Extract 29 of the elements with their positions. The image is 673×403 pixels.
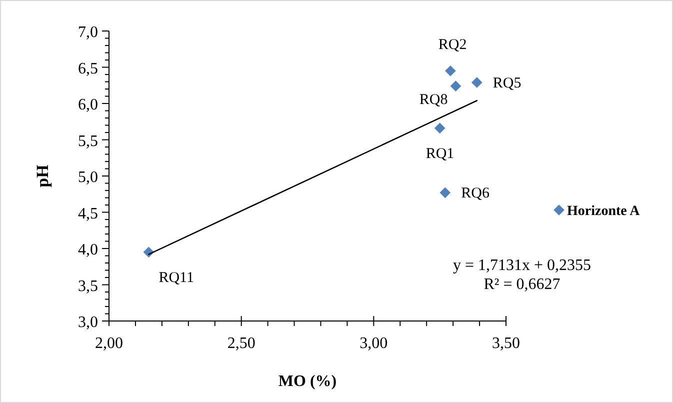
annotation: RQ11 <box>158 270 194 286</box>
point <box>440 187 451 198</box>
annotation: y = 1,7131x + 0,2355 <box>452 257 592 274</box>
x-tick-label: 2,50 <box>227 335 256 352</box>
y-tick-label: 3,5 <box>78 278 98 295</box>
point <box>450 80 462 92</box>
point <box>444 65 456 76</box>
x-tick-label: 3,50 <box>492 335 520 352</box>
y-tick-label: 4,0 <box>78 242 98 258</box>
annotation: RQ6 <box>461 186 490 202</box>
x-axis-title: MO (%) <box>278 373 337 390</box>
annotation: RQ2 <box>438 36 467 53</box>
x-tick-label: 2,00 <box>95 335 123 352</box>
y-tick-label: 5,0 <box>78 169 98 186</box>
point <box>434 122 446 134</box>
annotation: R² = 0,6627 <box>484 276 560 293</box>
annotation: RQ8 <box>419 92 448 108</box>
annotation: RQ5 <box>492 75 522 92</box>
y-tick-label: 5,5 <box>78 132 98 150</box>
x-tick-label: 3,00 <box>360 335 388 352</box>
y-tick-label: 3,0 <box>78 314 98 331</box>
y-tick-label: 4,5 <box>78 205 98 222</box>
y-tick-label: 6,5 <box>78 60 98 78</box>
y-tick-label: 7,0 <box>78 24 98 41</box>
legend-label: Horizonte A <box>567 204 641 219</box>
y-axis-title: pH <box>33 164 52 188</box>
point <box>471 77 482 88</box>
y-tick-label: 6,0 <box>78 96 98 114</box>
annotation: RQ1 <box>426 146 454 162</box>
